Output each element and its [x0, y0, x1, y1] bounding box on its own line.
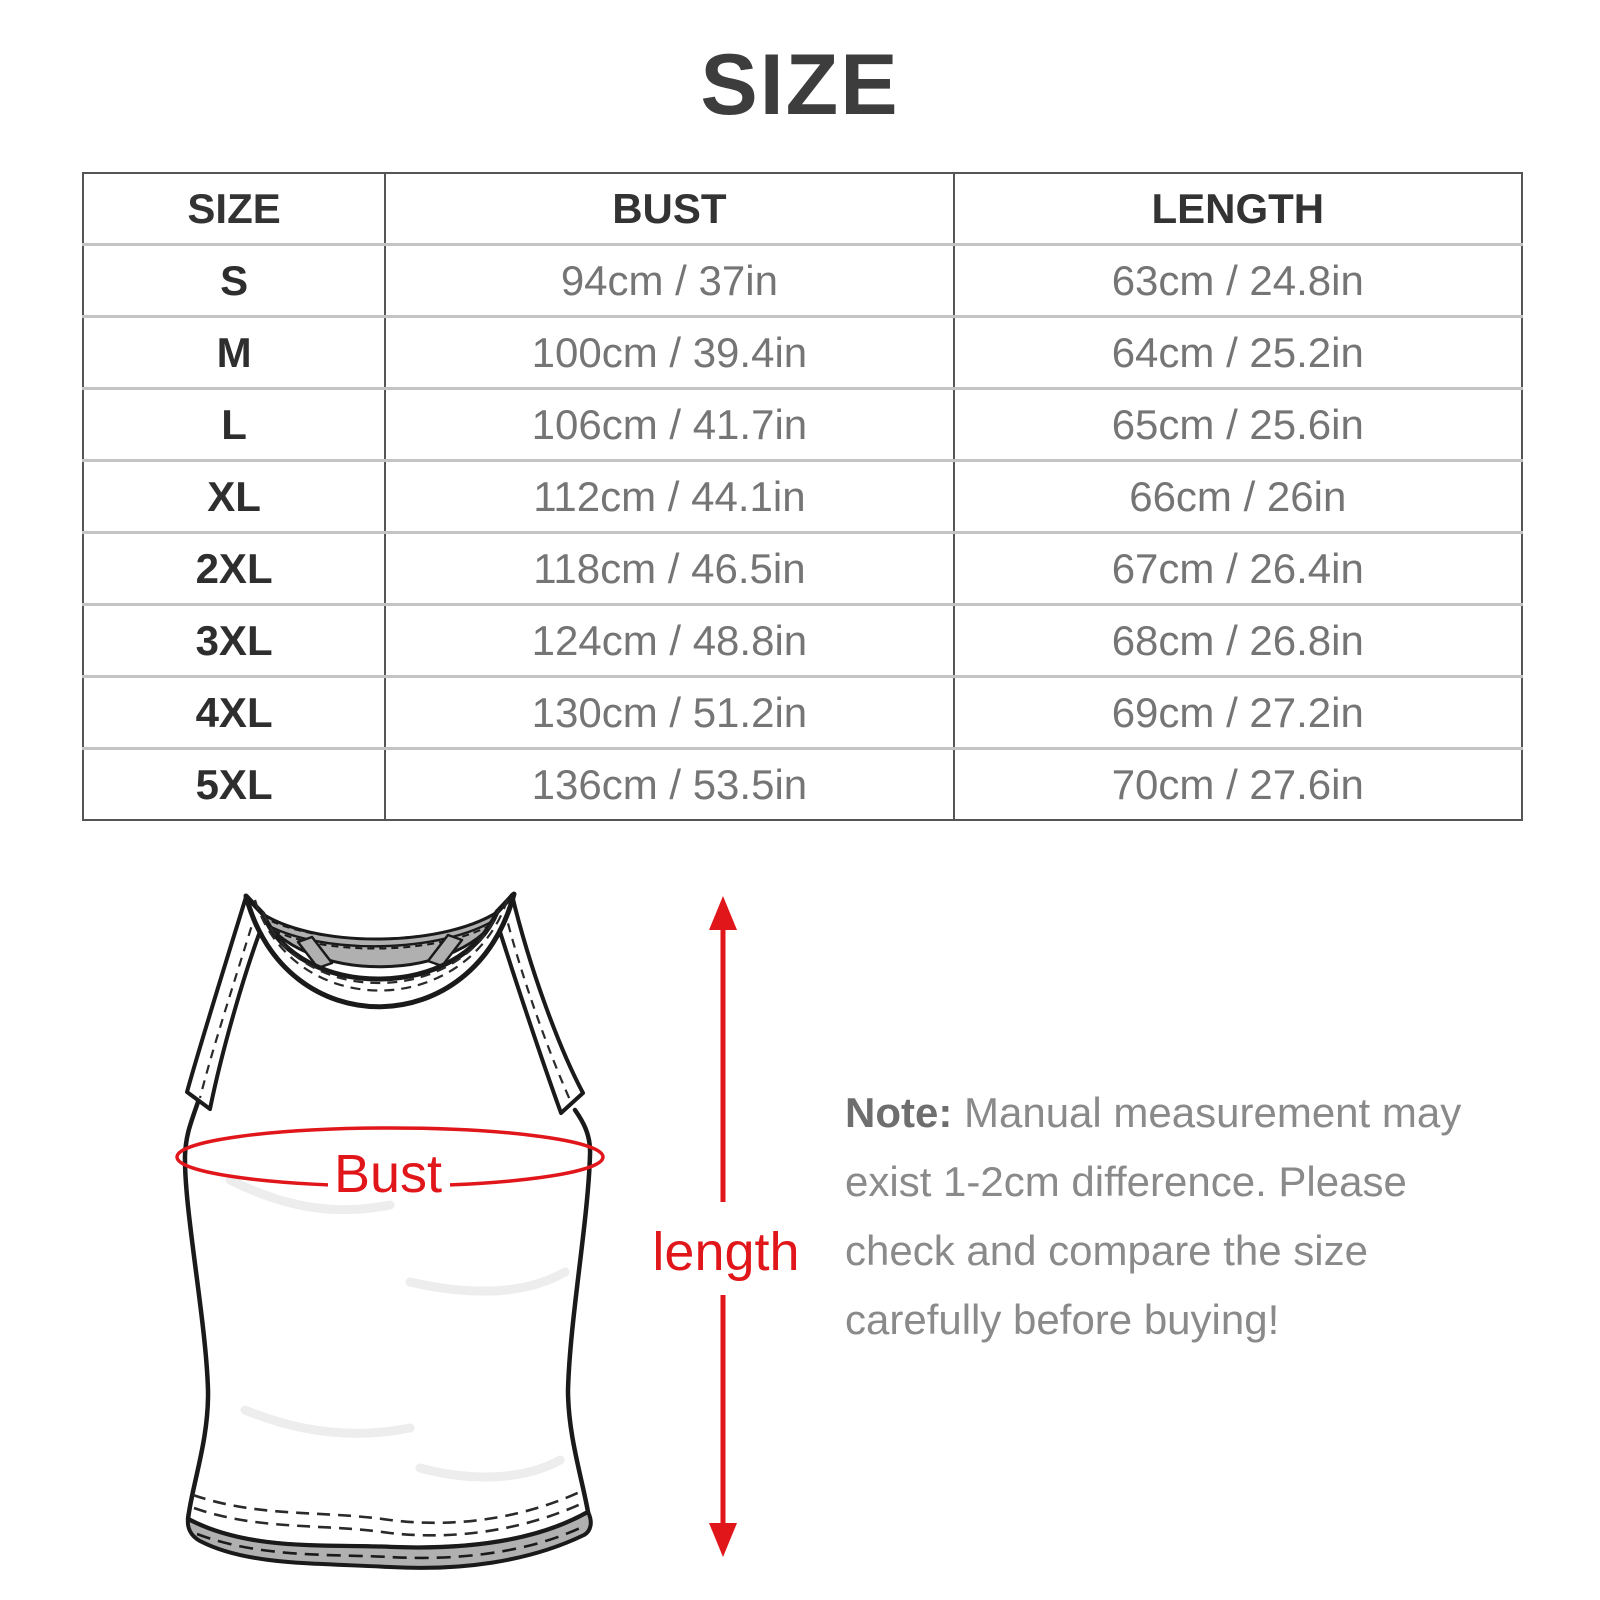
- header-length: LENGTH: [952, 173, 1522, 245]
- length-arrow-up-head: [709, 896, 737, 930]
- table-row: S 94cm / 37in 63cm / 24.8in: [83, 243, 1522, 317]
- note-label: Note:: [845, 1089, 953, 1136]
- size-label: 5XL: [83, 747, 386, 820]
- table-header-row: SIZE BUST LENGTH: [83, 173, 1522, 245]
- table-row: M 100cm / 39.4in 64cm / 25.2in: [83, 315, 1522, 389]
- garment-illustration: Bust length: [175, 891, 800, 1570]
- note-line-text: Manual measurement may: [964, 1089, 1462, 1136]
- table-row: 5XL 136cm / 53.5in 70cm / 27.6in: [83, 747, 1522, 820]
- crease-line: [225, 1175, 395, 1215]
- header-bust: BUST: [384, 173, 954, 245]
- length-arrow-down-head: [709, 1523, 737, 1557]
- length-value: 64cm / 25.2in: [952, 315, 1522, 389]
- length-value: 70cm / 27.6in: [952, 747, 1522, 820]
- left-strap: [185, 895, 267, 1111]
- header-size: SIZE: [187, 184, 281, 232]
- back-strap-right: [426, 933, 464, 968]
- back-binding-stitch: [262, 920, 499, 950]
- back-strap-left: [296, 935, 334, 970]
- note-line: Note: Manual measurement may: [845, 1078, 1461, 1147]
- length-value: 67cm / 26.4in: [952, 531, 1522, 605]
- bust-value: 94cm / 37in: [384, 243, 954, 317]
- back-binding-stitch: [260, 911, 500, 940]
- table-row: XL 112cm / 44.1in 66cm / 26in: [83, 459, 1522, 533]
- crease-line: [405, 1267, 570, 1296]
- length-value: 65cm / 25.6in: [952, 387, 1522, 461]
- page-title: SIZE: [700, 37, 900, 133]
- size-label: 4XL: [83, 675, 386, 749]
- back-binding-edge: [261, 916, 499, 948]
- bust-value: 112cm / 44.1in: [384, 459, 954, 533]
- right-strap: [493, 893, 585, 1115]
- length-label: length: [652, 1222, 799, 1282]
- bust-value: 130cm / 51.2in: [384, 675, 954, 749]
- bust-value: 100cm / 39.4in: [384, 315, 954, 389]
- size-label: M: [83, 315, 386, 389]
- note-line: exist 1-2cm difference. Please: [845, 1158, 1407, 1205]
- bust-value: 124cm / 48.8in: [384, 603, 954, 677]
- size-label: 3XL: [83, 603, 386, 677]
- hem-stitch-line: [192, 1488, 585, 1525]
- neckband: [243, 891, 517, 1010]
- length-value: 68cm / 26.8in: [952, 603, 1522, 677]
- note-line: check and compare the size: [845, 1227, 1368, 1274]
- bust-label: Bust: [334, 1144, 442, 1204]
- size-label: XL: [83, 459, 386, 533]
- table-row: 4XL 130cm / 51.2in 69cm / 27.2in: [83, 675, 1522, 749]
- crease-line: [240, 1405, 415, 1438]
- crease-line: [415, 1455, 565, 1482]
- note-text: Note: Manual measurement may exist 1-2cm…: [845, 1078, 1461, 1354]
- bust-value: 136cm / 53.5in: [384, 747, 954, 820]
- bust-value: 106cm / 41.7in: [384, 387, 954, 461]
- bust-label-backing: [328, 1146, 450, 1190]
- hem-band-stitch: [196, 1526, 581, 1560]
- table-row: 3XL 124cm / 48.8in 68cm / 26.8in: [83, 603, 1522, 677]
- size-label: 2XL: [83, 531, 386, 605]
- bust-value: 118cm / 46.5in: [384, 531, 954, 605]
- table-row: L 106cm / 41.7in 65cm / 25.6in: [83, 387, 1522, 461]
- length-value: 63cm / 24.8in: [952, 243, 1522, 317]
- hem-stitch-line: [193, 1500, 586, 1537]
- size-table: SIZE BUST LENGTH S 94cm / 37in 63cm / 24…: [82, 172, 1523, 821]
- length-value: 66cm / 26in: [952, 459, 1522, 533]
- size-label: S: [83, 243, 386, 317]
- table-row: 2XL 118cm / 46.5in 67cm / 26.4in: [83, 531, 1522, 605]
- note-line: carefully before buying!: [845, 1296, 1280, 1343]
- length-value: 69cm / 27.2in: [952, 675, 1522, 749]
- neckband-stitch: [261, 909, 501, 985]
- size-label: L: [83, 387, 386, 461]
- right-strap-stitch: [502, 907, 572, 1101]
